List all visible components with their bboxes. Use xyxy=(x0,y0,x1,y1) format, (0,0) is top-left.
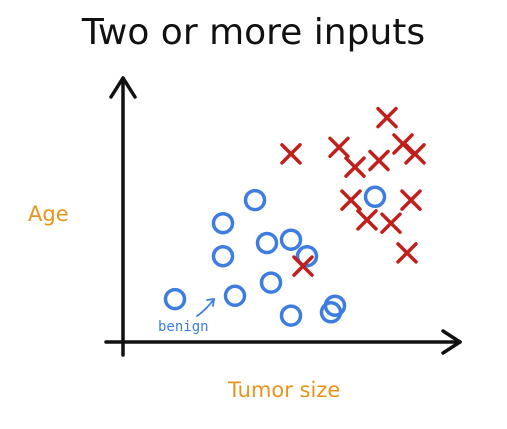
benign-point xyxy=(258,234,277,253)
malignant-point xyxy=(370,152,388,170)
data-points xyxy=(166,109,425,326)
malignant-point xyxy=(346,158,364,176)
benign-point xyxy=(214,214,233,233)
y-axis-label: Age xyxy=(28,202,69,226)
benign-point xyxy=(166,290,185,309)
x-axis-label: Tumor size xyxy=(228,378,340,402)
malignant-point xyxy=(382,214,400,232)
benign-point xyxy=(262,273,281,292)
benign-pointer-arrow xyxy=(197,299,214,316)
malignant-point xyxy=(358,211,376,229)
benign-label: benign xyxy=(158,319,209,335)
malignant-point xyxy=(402,191,420,209)
benign-point xyxy=(214,247,233,266)
malignant-point xyxy=(378,109,396,127)
benign-point xyxy=(226,286,245,305)
benign-point xyxy=(366,187,385,206)
malignant-point xyxy=(342,191,360,209)
benign-point xyxy=(282,230,301,249)
benign-point xyxy=(282,306,301,325)
malignant-point xyxy=(398,244,416,262)
malignant-point xyxy=(282,145,300,163)
benign-point xyxy=(246,191,265,210)
malignant-point xyxy=(330,138,348,156)
benign-point xyxy=(322,303,341,322)
malignant-point xyxy=(406,145,424,163)
